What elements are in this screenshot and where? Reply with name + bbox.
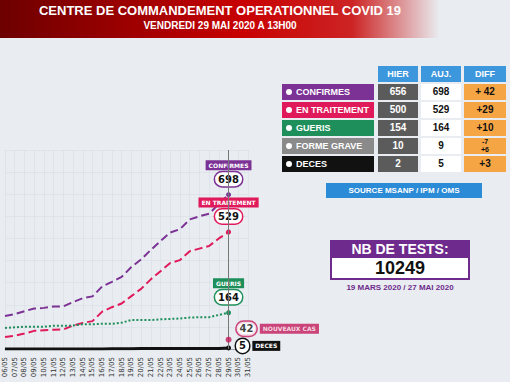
- html-text:10: 10: [392, 140, 404, 151]
- svg-text:14/05: 14/05: [79, 357, 87, 377]
- html-text:529: 529: [432, 104, 450, 115]
- svg-text:11/05: 11/05: [50, 357, 58, 377]
- html-text:+ 42: + 42: [475, 86, 495, 97]
- html-text:-7: -7: [481, 138, 489, 145]
- svg-text:GUERIS: GUERIS: [216, 279, 242, 287]
- svg-text:25/05: 25/05: [186, 357, 194, 377]
- html-text:DIFF: DIFF: [475, 69, 495, 79]
- html-text:19 MARS 2020 / 27 MAI 2020: 19 MARS 2020 / 27 MAI 2020: [346, 283, 454, 292]
- svg-text:07/05: 07/05: [11, 357, 19, 377]
- svg-text:21/05: 21/05: [147, 357, 155, 377]
- svg-text:08/05: 08/05: [20, 357, 28, 377]
- html-text:+10: +10: [476, 122, 494, 133]
- svg-text:24/05: 24/05: [176, 357, 184, 377]
- html-text:164: 164: [432, 122, 450, 133]
- html-text:VENDREDI 29 MAI 2020 A 13H00: VENDREDI 29 MAI 2020 A 13H00: [143, 20, 297, 31]
- svg-text:17/05: 17/05: [108, 357, 116, 377]
- svg-text:26/05: 26/05: [195, 357, 203, 377]
- html-text:HIER: HIER: [387, 69, 409, 79]
- svg-text:06/05: 06/05: [1, 357, 9, 377]
- html-text:SOURCE MSANP / IPM / OMS: SOURCE MSANP / IPM / OMS: [348, 186, 460, 195]
- svg-text:29/05: 29/05: [225, 357, 233, 377]
- html-text:DECES: DECES: [296, 159, 327, 169]
- html-text:FORME GRAVE: FORME GRAVE: [296, 141, 363, 151]
- html-text:154: 154: [389, 122, 407, 133]
- svg-text:529: 529: [218, 211, 239, 222]
- svg-text:NOUVEAUX CAS: NOUVEAUX CAS: [263, 325, 316, 332]
- svg-text:27/05: 27/05: [205, 357, 213, 377]
- html-text:9: 9: [438, 140, 444, 151]
- svg-text:12/05: 12/05: [59, 357, 67, 377]
- svg-text:13/05: 13/05: [69, 357, 77, 377]
- svg-text:164: 164: [218, 291, 239, 303]
- svg-text:10/05: 10/05: [40, 357, 48, 377]
- html-text:NB DE TESTS:: NB DE TESTS:: [351, 241, 449, 257]
- svg-text:698: 698: [218, 173, 239, 185]
- svg-text:09/05: 09/05: [30, 357, 38, 377]
- svg-text:30/05: 30/05: [234, 357, 242, 377]
- html-text:698: 698: [432, 86, 450, 97]
- html-text:CENTRE DE COMMANDEMENT OPERATI: CENTRE DE COMMANDEMENT OPERATIONNEL COVI…: [38, 3, 401, 18]
- html-text:656: 656: [389, 86, 407, 97]
- html-text:10249: 10249: [375, 258, 425, 278]
- svg-text:23/05: 23/05: [166, 357, 174, 377]
- html-text:+6: +6: [481, 146, 489, 153]
- html-text:EN TRAITEMENT: EN TRAITEMENT: [296, 105, 369, 115]
- svg-text:5: 5: [239, 340, 246, 351]
- svg-text:15/05: 15/05: [88, 357, 96, 377]
- html-text:2: 2: [395, 158, 401, 169]
- svg-text:22/05: 22/05: [157, 357, 165, 377]
- html-text:GUERIS: GUERIS: [296, 123, 331, 133]
- html-text:CONFIRMES: CONFIRMES: [296, 87, 350, 97]
- html-text:5: 5: [438, 158, 444, 169]
- html-text:AUJ.: AUJ.: [430, 69, 452, 79]
- html-text:500: 500: [389, 104, 407, 115]
- svg-text:18/05: 18/05: [118, 357, 126, 377]
- svg-text:DECES: DECES: [255, 342, 277, 349]
- svg-text:28/05: 28/05: [215, 357, 223, 377]
- html-text:+3: +3: [479, 158, 491, 169]
- svg-text:42: 42: [240, 323, 254, 334]
- svg-text:19/05: 19/05: [127, 357, 135, 377]
- html-text:+29: +29: [476, 104, 494, 115]
- svg-text:16/05: 16/05: [98, 357, 106, 377]
- svg-text:EN TRAITEMENT: EN TRAITEMENT: [201, 199, 256, 206]
- svg-text:31/05: 31/05: [244, 357, 252, 377]
- svg-text:CONFIRMES: CONFIRMES: [208, 161, 249, 169]
- svg-text:20/05: 20/05: [137, 357, 145, 377]
